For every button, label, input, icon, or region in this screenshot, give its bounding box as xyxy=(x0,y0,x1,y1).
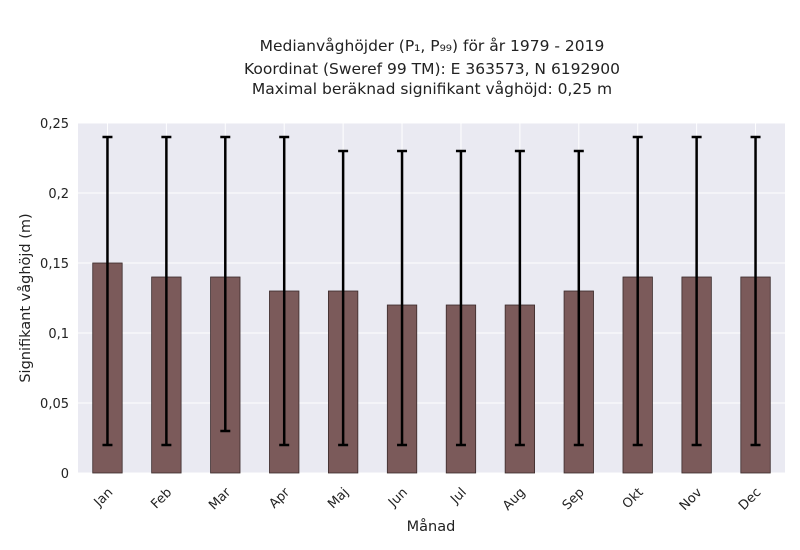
error-bar-aug xyxy=(514,149,525,447)
error-bar-sep xyxy=(573,149,584,447)
x-tick-label-sep: Sep xyxy=(560,485,588,513)
x-tick-label-okt: Okt xyxy=(620,485,647,512)
x-tick-label-jan: Jan xyxy=(91,485,116,510)
x-tick-label-feb: Feb xyxy=(148,485,175,512)
chart-title-line-1: Medianvåghöjder (P₁, P₉₉) för år 1979 - … xyxy=(260,37,605,55)
error-bars xyxy=(102,135,761,447)
y-tick-label: 0,2 xyxy=(48,187,69,202)
error-bar-mar xyxy=(220,135,231,433)
y-tick-labels: 0 0,05 0,1 0,15 0,2 0,25 xyxy=(40,117,69,482)
x-tick-label-jun: Jun xyxy=(385,485,411,511)
error-bar-jul xyxy=(455,149,466,447)
error-bar-feb xyxy=(161,135,172,447)
y-tick-label: 0,25 xyxy=(40,117,69,132)
plot-area xyxy=(78,123,785,473)
error-bar-apr xyxy=(279,135,290,447)
x-tick-label-jul: Jul xyxy=(447,485,469,507)
x-tick-label-nov: Nov xyxy=(677,485,706,514)
x-tick-label-aug: Aug xyxy=(500,485,529,514)
y-tick-label: 0,1 xyxy=(48,327,69,342)
y-tick-label: 0,05 xyxy=(40,397,69,412)
y-tick-label: 0,15 xyxy=(40,257,69,272)
error-bar-maj xyxy=(338,149,349,447)
error-bar-okt xyxy=(632,135,643,447)
x-tick-label-apr: Apr xyxy=(267,485,294,512)
error-bar-nov xyxy=(691,135,702,447)
chart-title-line-3: Maximal beräknad signifikant våghöjd: 0,… xyxy=(252,80,612,98)
error-bar-jun xyxy=(397,149,408,447)
x-axis-label: Månad xyxy=(407,518,456,535)
x-tick-label-dec: Dec xyxy=(736,485,764,513)
error-bar-jan xyxy=(102,135,113,447)
x-tick-label-maj: Maj xyxy=(325,485,352,512)
y-axis-label: Signifikant våghöjd (m) xyxy=(17,213,34,382)
chart-title-line-2: Koordinat (Sweref 99 TM): E 363573, N 61… xyxy=(244,60,620,78)
x-tick-label-mar: Mar xyxy=(206,485,234,513)
y-tick-label: 0 xyxy=(61,467,69,482)
error-bar-dec xyxy=(750,135,761,447)
x-tick-labels: Jan Feb Mar Apr Maj Jun Jul Aug Sep Okt Nov Dec xyxy=(91,485,765,514)
